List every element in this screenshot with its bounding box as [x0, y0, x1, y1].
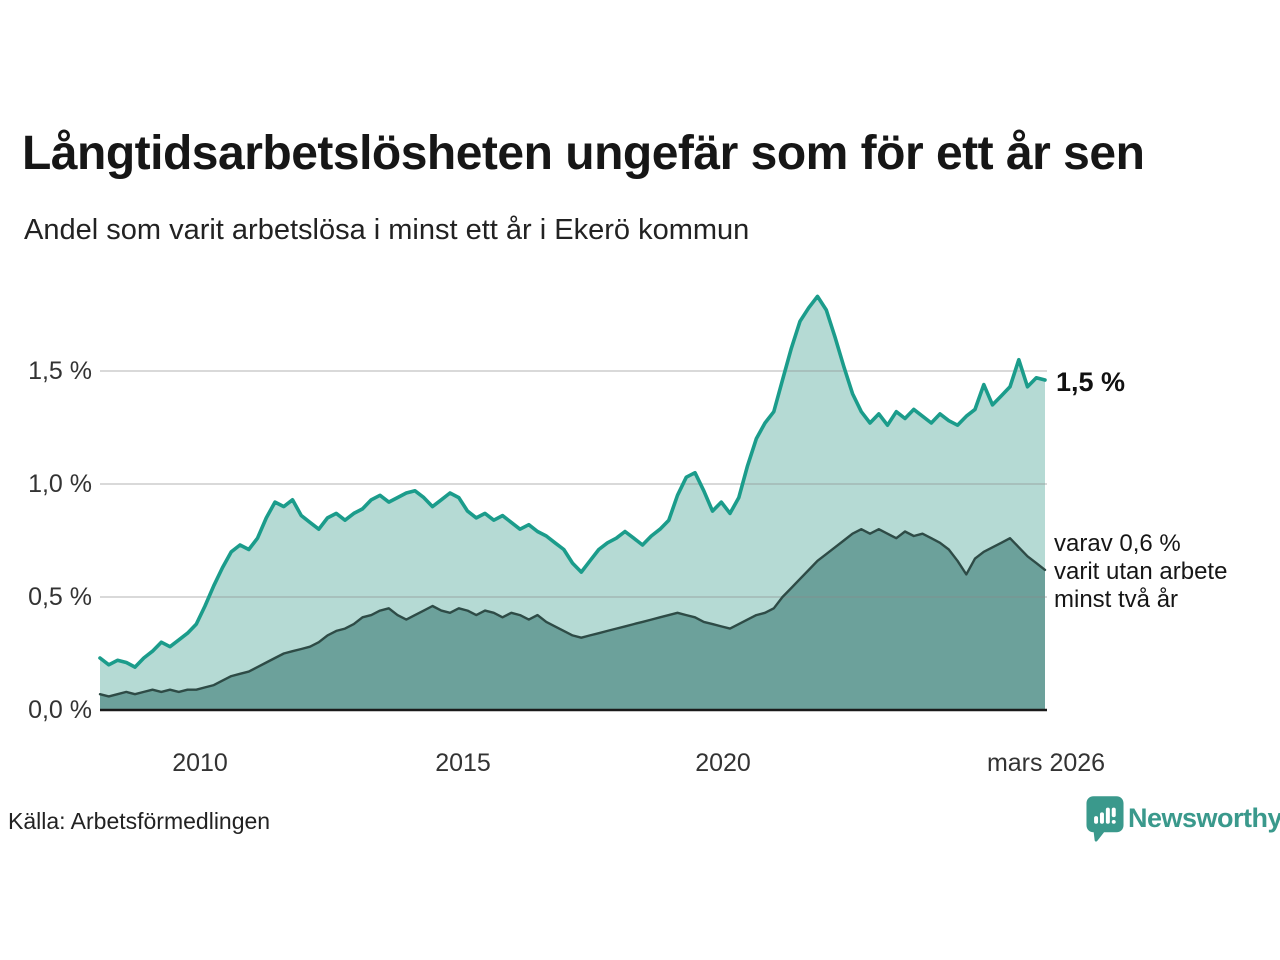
y-tick-0-5: 0,5 % — [28, 583, 92, 611]
series-end-value-label: 1,5 % — [1056, 367, 1126, 397]
logo-bubble-shape — [1086, 796, 1124, 842]
x-tick-2015: 2015 — [435, 749, 491, 777]
source-credit: Källa: Arbetsförmedlingen — [8, 808, 271, 834]
page-subtitle: Andel som varit arbetslösa i minst ett å… — [24, 214, 750, 246]
page-title: Långtidsarbetslösheten ungefär som för e… — [22, 127, 1145, 180]
series-total-line — [98, 294, 1047, 669]
series-twoyear-area — [100, 529, 1045, 710]
secondary-series-label-line1: varav 0,6 % — [1054, 530, 1181, 557]
y-tick-0-0: 0,0 % — [28, 696, 92, 724]
secondary-series-label-line2: varit utan arbete — [1054, 558, 1228, 585]
y-tick-1-0: 1,0 % — [28, 470, 92, 498]
y-tick-1-5: 1,5 % — [28, 357, 92, 385]
x-tick-2010: 2010 — [172, 749, 228, 777]
secondary-series-label-line3: minst två år — [1054, 586, 1179, 613]
gridlines — [100, 370, 1047, 598]
secondary-series-label: varav 0,6 % varit utan arbete minst två … — [1054, 530, 1227, 614]
x-tick-2020: 2020 — [695, 749, 751, 777]
newsworthy-brand-name: Newsworthy — [1128, 803, 1280, 833]
series-twoyear-line — [98, 528, 1047, 698]
x-tick-mars-2026: mars 2026 — [986, 749, 1106, 777]
logo-bar-chart-glyph — [1094, 807, 1116, 824]
newsworthy-logo-icon — [1086, 796, 1124, 842]
